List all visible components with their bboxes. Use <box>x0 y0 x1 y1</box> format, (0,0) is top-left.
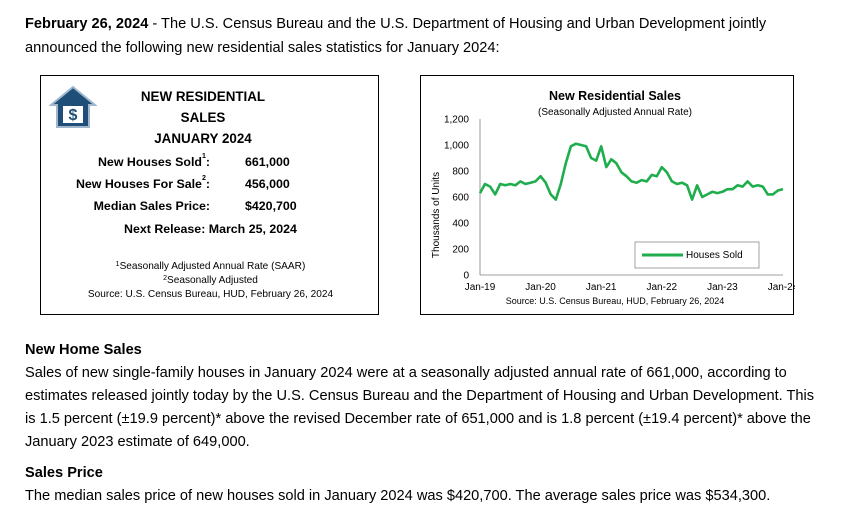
x-tick-label: Jan-24 <box>768 282 795 293</box>
summary-title-line3: JANUARY 2024 <box>154 131 252 146</box>
section-heading: New Home Sales <box>25 342 142 358</box>
summary-source: Source: U.S. Census Bureau, HUD, Februar… <box>87 289 334 300</box>
section-heading: Sales Price <box>25 465 103 481</box>
next-release: Next Release: March 25, 2024 <box>124 222 297 236</box>
y-tick-label: 0 <box>463 271 469 282</box>
stat-houses-sold: New Houses Sold1: 661,000 <box>41 152 380 174</box>
stat-label: New Houses For Sale2: <box>75 175 210 191</box>
summary-panel: $ NEW RESIDENTIAL SALES JANUARY 2024 New… <box>40 75 379 315</box>
series-houses-sold <box>478 142 784 201</box>
footnote-sa: 2Seasonally Adjusted <box>163 275 258 286</box>
sales-chart-panel: New Residential Sales (Seasonally Adjust… <box>420 75 795 315</box>
y-tick-label: 1,200 <box>444 115 469 126</box>
chart-legend: Houses Sold <box>634 241 760 269</box>
series-line-houses-sold <box>478 142 784 201</box>
stat-label: New Houses Sold1: <box>97 153 210 169</box>
y-tick-label: 600 <box>452 193 469 204</box>
section-sales-price: Sales Price The median sales price of ne… <box>25 462 815 508</box>
chart-title: New Residential Sales <box>549 89 681 103</box>
chart-subtitle: (Seasonally Adjusted Annual Rate) <box>538 107 692 118</box>
svg-text:$: $ <box>69 107 78 124</box>
press-release-intro: February 26, 2024 - The U.S. Census Bure… <box>25 12 815 60</box>
x-tick-label: Jan-21 <box>586 282 617 293</box>
y-tick-label: 200 <box>452 245 469 256</box>
body-text: New Home Sales Sales of new single-famil… <box>25 339 815 516</box>
summary-stats: New Houses Sold1: 661,000 New Houses For… <box>41 152 380 218</box>
y-tick-label: 400 <box>452 219 469 230</box>
x-tick-label: Jan-19 <box>465 282 496 293</box>
intro-text: - The U.S. Census Bureau and the U.S. De… <box>25 16 767 56</box>
x-tick-label: Jan-23 <box>707 282 738 293</box>
stat-value: 661,000 <box>245 155 290 169</box>
section-new-home-sales: New Home Sales Sales of new single-famil… <box>25 339 815 454</box>
footnote-saar: 1Seasonally Adjusted Annual Rate (SAAR) <box>115 261 306 272</box>
summary-title: NEW RESIDENTIAL SALES JANUARY 2024 <box>111 86 295 149</box>
y-tick-label: 1,000 <box>444 141 469 152</box>
sales-line-chart: New Residential Sales (Seasonally Adjust… <box>431 89 795 306</box>
x-tick-label: Jan-20 <box>525 282 556 293</box>
stat-median-price: Median Sales Price: $420,700 <box>41 196 380 218</box>
stat-label: Median Sales Price: <box>93 199 210 213</box>
summary-title-line2: SALES <box>180 110 226 125</box>
stat-value: 456,000 <box>245 177 290 191</box>
section-paragraph: Sales of new single-family houses in Jan… <box>25 365 815 450</box>
y-tick-label: 800 <box>452 167 469 178</box>
summary-footnotes: 1Seasonally Adjusted Annual Rate (SAAR) … <box>41 260 380 302</box>
house-dollar-icon: $ <box>49 85 97 128</box>
chart-source: Source: U.S. Census Bureau, HUD, Februar… <box>506 296 725 306</box>
stat-houses-for-sale: New Houses For Sale2: 456,000 <box>41 174 380 196</box>
release-date: February 26, 2024 <box>25 16 149 32</box>
x-axis: Jan-19 Jan-20 Jan-21 Jan-22 Jan-23 Jan-24 <box>465 274 795 293</box>
chart-ylabel: Thousands of Units <box>431 172 442 258</box>
legend-label: Houses Sold <box>686 250 743 261</box>
y-axis: 0 200 400 600 800 1,000 1,200 <box>444 115 481 282</box>
stat-value: $420,700 <box>245 199 297 213</box>
x-tick-label: Jan-22 <box>647 282 678 293</box>
summary-title-line1: NEW RESIDENTIAL <box>140 89 266 104</box>
section-paragraph: The median sales price of new houses sol… <box>25 488 771 504</box>
